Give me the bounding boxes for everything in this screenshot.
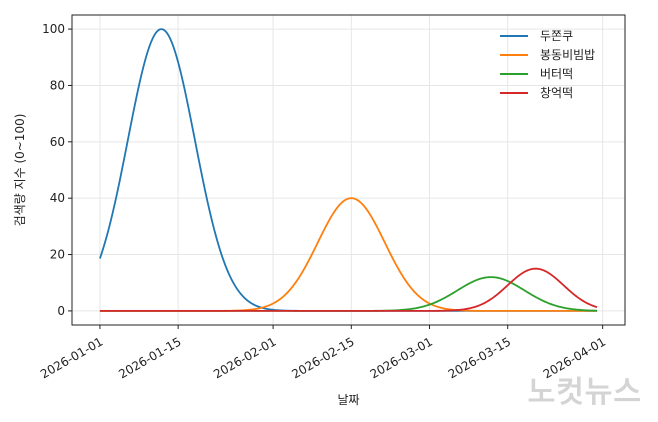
y-axis-ticks: 0 20 40 60 80 100 (42, 22, 72, 318)
series-lines (99, 28, 598, 312)
y-axis-label: 검색량 지수 (0~100) (13, 114, 27, 227)
x-axis-label: 날짜 (337, 393, 359, 407)
y-tick-label: 100 (42, 22, 65, 36)
legend-label: 두쫀쿠 (540, 29, 573, 43)
y-tick-label: 0 (57, 304, 65, 318)
x-tick-label: 2026-03-15 (446, 334, 513, 381)
x-tick-label: 2026-01-15 (116, 334, 183, 381)
x-tick-label: 2026-01-01 (38, 334, 105, 381)
series-line (99, 28, 598, 312)
series-line (99, 267, 598, 312)
x-tick-label: 2026-03-01 (368, 334, 435, 381)
series-line (99, 276, 598, 312)
x-tick-label: 2026-02-15 (289, 334, 356, 381)
y-tick-label: 40 (50, 191, 65, 205)
y-tick-label: 20 (50, 248, 65, 262)
legend-label: 봉동비빔밥 (540, 48, 595, 62)
y-tick-label: 60 (50, 135, 65, 149)
y-tick-label: 80 (50, 78, 65, 92)
plot-area-frame (71, 14, 626, 326)
legend-label: 버터떡 (540, 67, 573, 81)
x-axis-ticks: 2026-01-01 2026-01-15 2026-02-01 2026-02-15… (38, 325, 608, 381)
legend-label: 창억떡 (540, 86, 573, 100)
x-tick-label: 2026-02-01 (211, 334, 278, 381)
watermark-logo: 노컷뉴스 (528, 375, 642, 410)
